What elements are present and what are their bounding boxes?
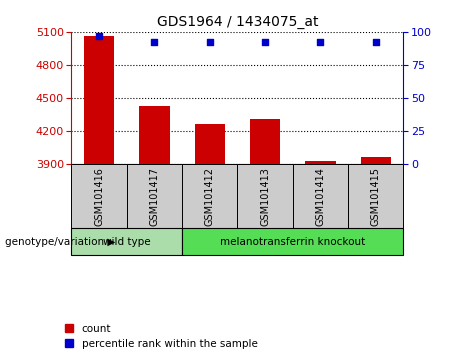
Text: melanotransferrin knockout: melanotransferrin knockout [220, 237, 366, 247]
Bar [361, 157, 391, 164]
Point [95, 33, 103, 39]
Bar [71, 228, 182, 255]
Point [317, 40, 324, 45]
Text: genotype/variation ▶: genotype/variation ▶ [5, 237, 115, 247]
Bar [182, 228, 403, 255]
Bar [195, 124, 225, 164]
Point [261, 40, 269, 45]
Title: GDS1964 / 1434075_at: GDS1964 / 1434075_at [157, 16, 318, 29]
Text: GSM101412: GSM101412 [205, 167, 215, 226]
Bar [293, 164, 348, 228]
Bar [348, 164, 403, 228]
Bar [237, 164, 293, 228]
Text: GSM101417: GSM101417 [149, 167, 160, 226]
Text: GSM101415: GSM101415 [371, 167, 381, 226]
Text: GSM101416: GSM101416 [94, 167, 104, 225]
Point [372, 40, 379, 45]
Bar [182, 164, 237, 228]
Text: GSM101413: GSM101413 [260, 167, 270, 225]
Text: wild type: wild type [103, 237, 151, 247]
Bar [305, 161, 336, 164]
Point [151, 40, 158, 45]
Bar [139, 105, 170, 164]
Text: GSM101414: GSM101414 [315, 167, 325, 225]
Bar [71, 164, 127, 228]
Bar [84, 36, 114, 164]
Bar [250, 119, 280, 164]
Point [206, 40, 213, 45]
Bar [127, 164, 182, 228]
Legend: count, percentile rank within the sample: count, percentile rank within the sample [65, 324, 258, 349]
